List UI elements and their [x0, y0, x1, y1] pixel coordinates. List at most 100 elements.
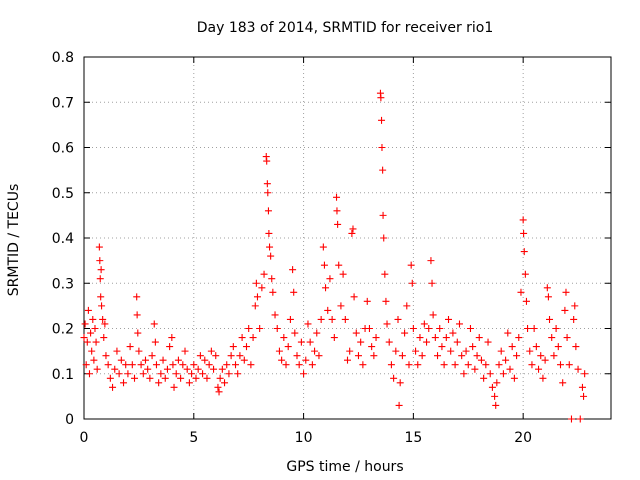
x-tick-label: 10	[295, 430, 313, 446]
data-point	[475, 334, 483, 342]
data-point	[574, 365, 582, 373]
data-point	[339, 270, 347, 278]
data-point	[302, 356, 310, 364]
data-point	[517, 288, 525, 296]
data-point	[491, 392, 499, 400]
data-point	[304, 320, 312, 328]
chart-title: Day 183 of 2014, SRMTID for receiver rio…	[197, 20, 494, 36]
data-point	[278, 356, 286, 364]
axis-ticks: 0 0.1 0.2 0.3 0.4 0.5 0.6 0.7 0.8 0 5 10 15 20	[52, 50, 611, 446]
data-point	[290, 288, 298, 296]
data-point	[133, 311, 141, 319]
data-point	[344, 356, 351, 364]
y-tick-label: 0.4	[52, 231, 74, 247]
data-point	[205, 361, 213, 369]
data-point	[445, 315, 453, 323]
data-point	[232, 361, 240, 369]
data-point	[258, 284, 266, 292]
data-point	[506, 365, 514, 373]
data-point	[214, 383, 222, 391]
data-point	[117, 356, 125, 364]
data-point	[98, 302, 106, 310]
data-point	[151, 338, 159, 346]
y-tick-label: 0.6	[52, 141, 74, 157]
plot-frame	[83, 56, 612, 420]
data-point	[334, 220, 342, 228]
data-point	[380, 234, 388, 242]
y-tick-label: 0	[65, 412, 74, 428]
data-point	[418, 352, 426, 360]
data-point	[492, 401, 500, 409]
data-point	[535, 365, 543, 373]
data-point	[124, 370, 132, 378]
data-point	[414, 361, 422, 369]
data-point	[528, 361, 536, 369]
data-point	[565, 361, 573, 369]
data-point	[354, 352, 362, 360]
data-point	[381, 270, 389, 278]
y-axis-label: SRMTID / TECUs	[6, 184, 22, 297]
data-point	[264, 189, 272, 197]
data-point	[365, 325, 373, 332]
data-point	[556, 361, 564, 369]
data-point	[306, 338, 314, 346]
data-point	[139, 370, 147, 378]
data-point	[93, 365, 101, 373]
data-point	[477, 356, 485, 364]
data-point	[179, 361, 187, 369]
data-point	[350, 293, 358, 301]
data-point	[320, 261, 328, 269]
data-point	[249, 334, 257, 342]
data-point	[297, 338, 305, 346]
data-point	[515, 334, 523, 342]
data-point	[102, 352, 110, 360]
data-point	[473, 352, 481, 360]
data-point	[253, 293, 261, 301]
data-point	[570, 315, 578, 323]
data-point	[469, 343, 477, 351]
data-point	[460, 370, 468, 378]
data-point	[229, 343, 237, 351]
data-point	[99, 315, 107, 323]
data-point	[80, 334, 88, 342]
data-point	[513, 352, 521, 360]
data-point	[520, 248, 528, 256]
data-point	[440, 361, 448, 369]
data-point	[135, 347, 143, 355]
data-point	[548, 334, 556, 342]
data-point	[379, 166, 387, 174]
data-point	[412, 347, 420, 355]
data-point	[317, 315, 325, 323]
data-point	[554, 343, 562, 351]
data-point	[90, 356, 98, 364]
data-point	[572, 343, 580, 351]
data-point	[190, 361, 198, 369]
data-point	[192, 374, 200, 382]
data-point	[240, 356, 248, 364]
data-point	[387, 361, 395, 369]
data-point	[398, 352, 406, 360]
data-point	[109, 383, 117, 391]
data-point	[113, 347, 121, 355]
data-point	[552, 325, 560, 332]
data-point	[423, 338, 431, 346]
data-point	[522, 297, 530, 305]
data-point	[543, 284, 551, 292]
data-point	[133, 293, 141, 301]
data-point	[266, 243, 274, 251]
data-point	[169, 361, 177, 369]
y-tick-label: 0.1	[52, 367, 74, 383]
data-point	[392, 347, 400, 355]
data-point	[82, 361, 90, 369]
data-point	[111, 365, 119, 373]
data-points	[80, 89, 589, 423]
y-tick-label: 0.7	[52, 95, 74, 111]
data-point	[144, 365, 152, 373]
data-point	[328, 315, 336, 323]
data-point	[196, 352, 204, 360]
data-point	[265, 229, 273, 237]
data-point	[194, 365, 202, 373]
data-point	[401, 329, 409, 337]
data-point	[488, 383, 496, 391]
data-point	[163, 365, 171, 373]
